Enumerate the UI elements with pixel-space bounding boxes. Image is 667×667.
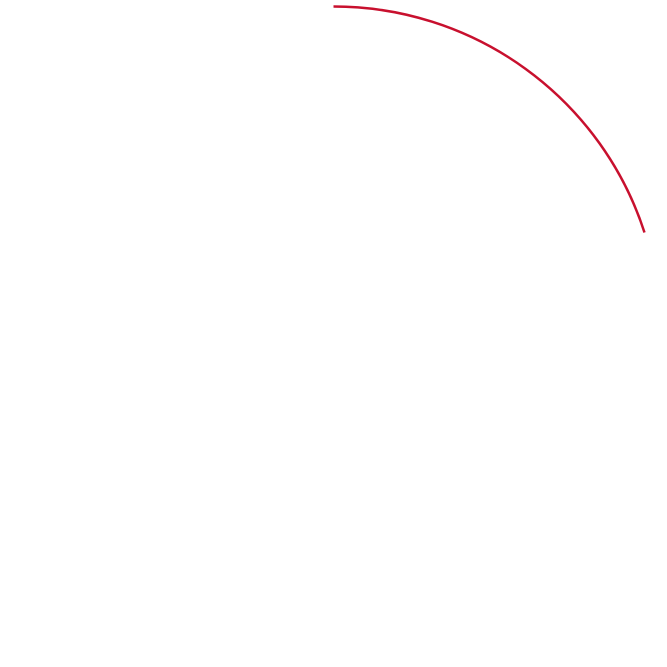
progress-arc	[333, 5, 646, 233]
